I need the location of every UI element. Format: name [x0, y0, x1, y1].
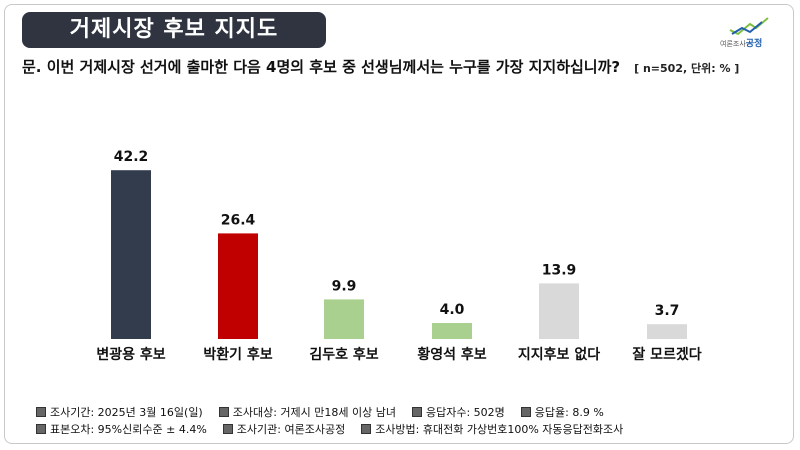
footer-item: 표본오차: 95%신뢰수준 ± 4.4%: [36, 423, 207, 436]
square-bullet-icon: [411, 407, 422, 417]
survey-footer: 조사기간: 2025년 3월 16일(일) 조사대상: 거제시 만18세 이상 남…: [36, 404, 639, 438]
footer-item: 조사방법: 휴대전화 가상번호100% 자동응답전화조사: [361, 423, 623, 436]
logo-brand-text: 공정: [745, 39, 763, 49]
bar-value-label-5: 13.9: [542, 262, 577, 278]
square-bullet-icon: [218, 407, 229, 417]
category-label-5: 지지후보 없다: [518, 347, 600, 363]
bar-4: [432, 323, 472, 339]
square-bullet-icon: [520, 407, 531, 417]
bar-value-label-3: 9.9: [332, 278, 357, 294]
footer-item: 조사대상: 거제시 만18세 이상 남녀: [218, 406, 396, 419]
category-label-6: 잘 모르겠다: [632, 346, 701, 363]
category-label-2: 박환기 후보: [203, 346, 272, 363]
logo-small-text: 여론조사: [720, 40, 746, 48]
category-label-3: 김두호 후보: [309, 346, 378, 363]
bar-value-label-1: 42.2: [114, 149, 149, 165]
survey-question: 문. 이번 거제시장 선거에 출마한 다음 4명의 후보 중 선생님께서는 누구…: [22, 56, 782, 80]
square-bullet-icon: [36, 407, 46, 417]
page-title: 거제시장 후보 지지도: [22, 12, 326, 48]
slide-frame: [4, 4, 794, 444]
footer-row-2: 표본오차: 95%신뢰수준 ± 4.4% 조사기관: 여론조사공정 조사방법: 휴대…: [36, 421, 639, 438]
bar-3: [324, 299, 364, 339]
bar-5: [539, 283, 579, 339]
bar-2: [218, 233, 258, 339]
bar-value-label-4: 4.0: [440, 302, 465, 318]
footer-item: 조사기관: 여론조사공정: [222, 423, 345, 436]
category-label-4: 황영석 후보: [417, 346, 486, 363]
logo-check-icon: [729, 17, 769, 36]
footer-item: 조사기간: 2025년 3월 16일(일): [36, 406, 203, 419]
bar-value-label-2: 26.4: [221, 212, 256, 228]
bar-1: [111, 170, 151, 339]
question-text: 문. 이번 거제시장 선거에 출마한 다음 4명의 후보 중 선생님께서는 누구…: [22, 58, 621, 76]
square-bullet-icon: [361, 424, 372, 434]
bar-value-label-6: 3.7: [655, 303, 680, 319]
sample-meta: [ n=502, 단위: % ]: [634, 62, 740, 75]
company-logo: 여론조사공정: [716, 14, 778, 49]
square-bullet-icon: [36, 424, 46, 434]
category-label-1: 변광용 후보: [96, 346, 165, 363]
footer-row-1: 조사기간: 2025년 3월 16일(일) 조사대상: 거제시 만18세 이상 남…: [36, 404, 639, 421]
square-bullet-icon: [222, 424, 233, 434]
bar-6: [647, 324, 687, 339]
footer-item: 응답율: 8.9 %: [520, 406, 604, 419]
footer-item: 응답자수: 502명: [411, 406, 505, 419]
